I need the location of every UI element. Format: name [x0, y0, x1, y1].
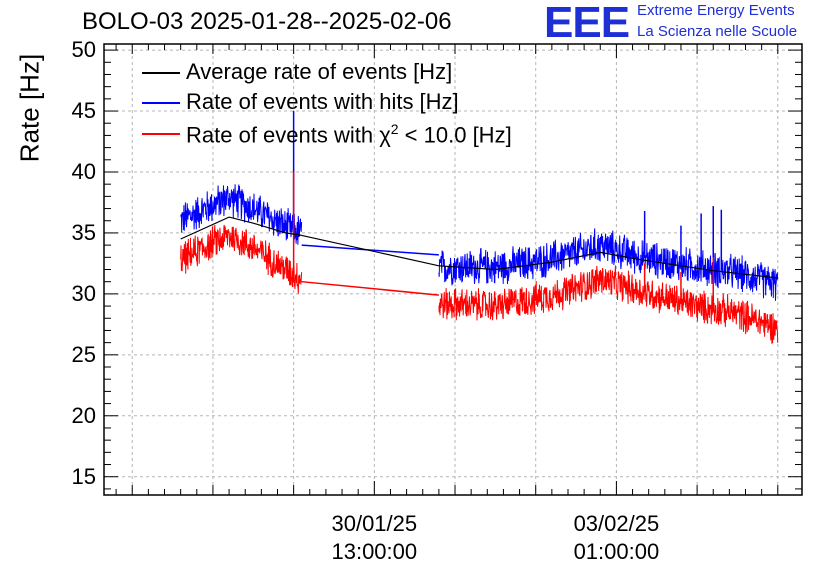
- legend-chi2-tail: < 10.0 [Hz]: [398, 122, 512, 148]
- y-tick-label: 20: [71, 402, 96, 428]
- legend-label-chi2: Rate of events with χ2 < 10.0 [Hz]: [186, 121, 512, 148]
- legend-chi2-main: Rate of events with χ: [186, 122, 391, 148]
- y-tick-label: 30: [71, 280, 96, 306]
- series-average-line: [301, 234, 440, 267]
- x-tick-label-time: 13:00:00: [331, 539, 418, 564]
- series-average-line: [438, 251, 778, 279]
- series-average-line: [180, 216, 302, 240]
- series-chi2-line: [180, 224, 303, 294]
- legend-chi2-sup: 2: [390, 121, 399, 137]
- logo-line-1: Extreme Energy Events: [637, 2, 795, 19]
- series-chi2-line: [438, 265, 779, 344]
- y-tick-label: 40: [71, 158, 96, 184]
- series-hits-line: [180, 184, 303, 245]
- legend-label-hits: Rate of events with hits [Hz]: [186, 89, 459, 114]
- y-tick-label: 50: [71, 37, 96, 63]
- legend-label-average: Average rate of events [Hz]: [186, 59, 453, 84]
- series-chi2-gap-line: [301, 280, 439, 296]
- y-tick-label: 25: [71, 341, 96, 367]
- x-tick-label-date: 30/01/25: [331, 511, 418, 536]
- y-tick-label: 35: [71, 219, 96, 245]
- chart-title: BOLO-03 2025-01-28--2025-02-06: [82, 8, 452, 35]
- y-axis-label: Rate [Hz]: [14, 53, 45, 163]
- x-tick-label-time: 01:00:00: [573, 539, 660, 564]
- logo-line-2: La Scienza nelle Scuole: [637, 23, 798, 40]
- eee-logo: EEE: [544, 0, 630, 47]
- y-tick-label: 15: [71, 463, 96, 489]
- series-hits-line: [438, 228, 779, 301]
- x-tick-label-date: 03/02/25: [573, 511, 660, 536]
- y-tick-label: 45: [71, 98, 96, 124]
